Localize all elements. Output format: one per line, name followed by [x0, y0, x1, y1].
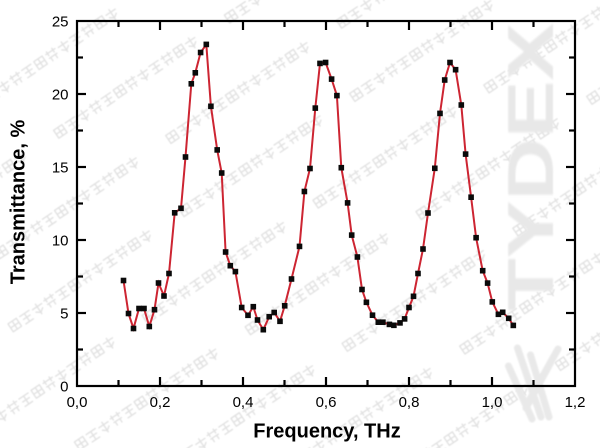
svg-text:TYDEX: TYDEX	[495, 23, 567, 311]
svg-text:0: 0	[60, 378, 68, 395]
svg-text:1,0: 1,0	[482, 394, 503, 411]
svg-text:25: 25	[52, 13, 69, 30]
svg-text:Transmittance, %: Transmittance, %	[8, 120, 30, 285]
svg-text:20: 20	[52, 86, 69, 103]
svg-text:0,0: 0,0	[67, 394, 88, 411]
svg-text:5: 5	[60, 305, 68, 322]
svg-text:1,2: 1,2	[565, 394, 586, 411]
svg-text:0,6: 0,6	[316, 394, 337, 411]
svg-text:15: 15	[52, 159, 69, 176]
svg-text:0,2: 0,2	[150, 394, 171, 411]
svg-text:0,8: 0,8	[399, 394, 420, 411]
svg-text:10: 10	[52, 232, 69, 249]
svg-text:0,4: 0,4	[233, 394, 254, 411]
svg-text:Frequency, THz: Frequency, THz	[253, 421, 400, 443]
